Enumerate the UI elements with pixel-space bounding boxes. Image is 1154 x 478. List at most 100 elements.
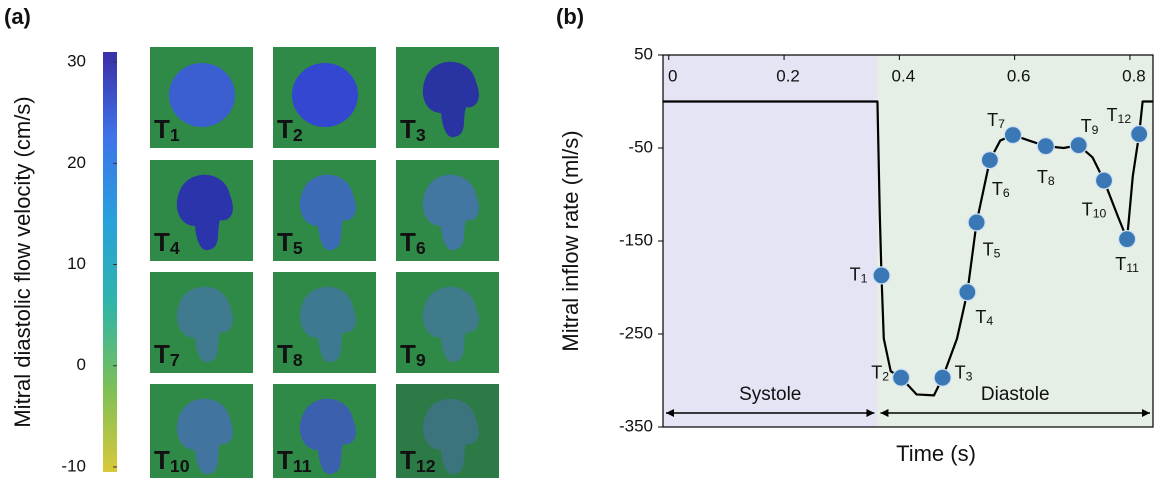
- label: T10: [154, 445, 190, 476]
- label-base: T: [871, 362, 882, 382]
- label: T5: [983, 239, 1001, 260]
- x-tick-label: 0.6: [1007, 66, 1031, 85]
- label-base: T: [277, 114, 293, 144]
- label-base: T: [975, 307, 986, 327]
- flow-blob: [422, 61, 479, 138]
- label-subscript: 1: [861, 271, 868, 285]
- marker: [1117, 230, 1137, 249]
- y-tick-label: 50: [634, 44, 653, 63]
- panel-label: (b): [556, 4, 584, 29]
- phase-region: [877, 55, 1153, 427]
- flow-blob: [299, 174, 356, 251]
- label-base: T: [1081, 116, 1092, 136]
- label-subscript: 8: [293, 350, 303, 370]
- label-base: T: [400, 445, 416, 475]
- label-subscript: 2: [882, 370, 889, 384]
- flow-blob: [299, 286, 356, 363]
- y-tick-label: -350: [619, 416, 653, 435]
- colorbar-tick-label: 10: [67, 254, 86, 273]
- x-tick-label: 0: [668, 66, 677, 85]
- label: T4: [154, 227, 180, 258]
- label-base: T: [1107, 105, 1118, 125]
- label-base: T: [955, 362, 966, 382]
- y-tick-label: -150: [619, 230, 653, 249]
- label: T11: [277, 445, 312, 476]
- label-subscript: 4: [986, 314, 993, 328]
- label-base: T: [154, 114, 170, 144]
- label-base: T: [154, 339, 170, 369]
- label: T6: [400, 227, 426, 258]
- label-subscript: 1: [170, 125, 180, 145]
- marker: [891, 368, 911, 387]
- label: T7: [987, 110, 1005, 131]
- flow-blob: [176, 286, 233, 363]
- flow-blob: [299, 398, 356, 475]
- label-subscript: 12: [1118, 112, 1132, 126]
- label-base: T: [400, 339, 416, 369]
- label-subscript: 5: [994, 246, 1001, 260]
- x-tick-label: 0.8: [1122, 66, 1146, 85]
- colorbar-title: Mitral diastolic flow velocity (cm/s): [10, 96, 35, 427]
- label: T1: [850, 264, 868, 285]
- flow-blob: [176, 398, 233, 475]
- label-subscript: 3: [966, 370, 973, 384]
- y-tick-label: -50: [628, 137, 653, 156]
- label: T6: [992, 179, 1010, 200]
- label: T3: [400, 114, 426, 145]
- label-base: T: [277, 339, 293, 369]
- label: T7: [154, 339, 180, 370]
- x-axis-label: Time (s): [896, 441, 976, 466]
- label-subscript: 5: [293, 238, 303, 258]
- label: T12: [400, 445, 436, 476]
- phase-label: Diastole: [981, 384, 1050, 405]
- label: T2: [871, 362, 889, 383]
- label: T5: [277, 227, 303, 258]
- label: T9: [1081, 116, 1099, 137]
- label-subscript: 2: [293, 125, 303, 145]
- label-subscript: 4: [170, 238, 180, 258]
- phase-region: [663, 55, 878, 427]
- marker: [958, 283, 977, 302]
- label-base: T: [154, 227, 170, 257]
- label-subscript: 6: [416, 238, 426, 258]
- label-base: T: [987, 110, 998, 130]
- label-subscript: 6: [1003, 186, 1010, 200]
- x-tick-label: 0.4: [892, 66, 916, 85]
- label: T8: [277, 339, 303, 370]
- label-subscript: 3: [416, 125, 426, 145]
- colorbar: [103, 52, 117, 472]
- colorbar-tick-label: -10: [61, 456, 86, 475]
- label: T11: [1115, 254, 1139, 275]
- label: T1: [154, 114, 180, 145]
- label: T9: [400, 339, 426, 370]
- flow-blob: [292, 63, 358, 127]
- label-subscript: 11: [293, 456, 312, 476]
- marker: [1094, 171, 1114, 190]
- marker: [967, 213, 986, 232]
- label-base: T: [277, 227, 293, 257]
- marker: [1036, 137, 1055, 156]
- flow-blob: [169, 63, 235, 127]
- flow-blob: [422, 174, 479, 251]
- marker: [872, 266, 891, 285]
- label: T10: [1082, 199, 1107, 220]
- label-base: T: [154, 445, 170, 475]
- image-tile: [396, 384, 499, 478]
- label-base: T: [400, 114, 416, 144]
- x-tick-label: 0.2: [776, 66, 800, 85]
- colorbar-tick-label: 20: [67, 153, 86, 172]
- marker: [980, 150, 999, 170]
- label-base: T: [400, 227, 416, 257]
- label-base: T: [983, 239, 994, 259]
- colorbar-tick-label: 0: [77, 355, 86, 374]
- label-subscript: 7: [998, 117, 1005, 131]
- label: T12: [1107, 105, 1132, 126]
- label-subscript: 10: [170, 456, 190, 476]
- label-base: T: [1115, 254, 1126, 274]
- panel-label: (a): [4, 4, 31, 29]
- label-subscript: 9: [1092, 123, 1099, 137]
- marker: [1069, 136, 1088, 155]
- label-base: T: [850, 264, 861, 284]
- flow-blob: [422, 286, 479, 363]
- label-base: T: [1037, 167, 1048, 187]
